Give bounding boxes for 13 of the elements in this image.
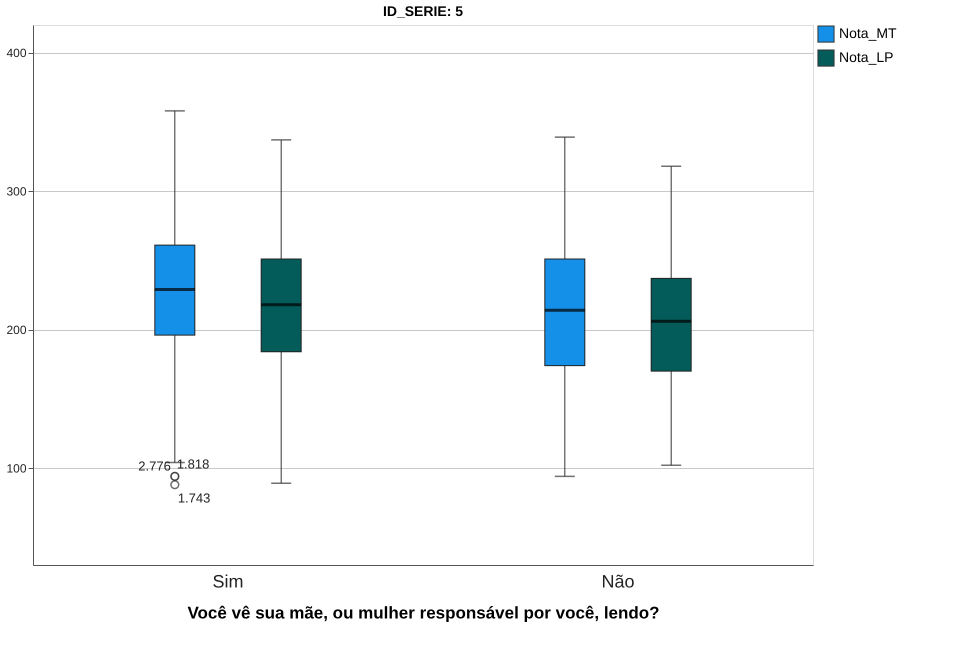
x-tick-label: Não	[601, 572, 635, 592]
legend-label: Nota_MT	[839, 25, 898, 41]
annotation: 1.818	[176, 456, 210, 472]
x-axis-title: Você vê sua mãe, ou mulher responsável por você, lendo?	[187, 604, 660, 622]
y-tick-label: 400	[6, 46, 27, 60]
y-tick-label: 200	[6, 323, 27, 338]
legend-label: Nota_LP	[839, 49, 894, 65]
y-tick-label: 100	[6, 462, 27, 476]
x-tick-label: Sim	[212, 572, 244, 592]
chart-title: ID_SERIE: 5	[382, 3, 464, 19]
annotation: 2.776	[138, 458, 171, 474]
annotation: 1.743	[178, 490, 210, 506]
y-tick-label: 300	[6, 184, 27, 199]
